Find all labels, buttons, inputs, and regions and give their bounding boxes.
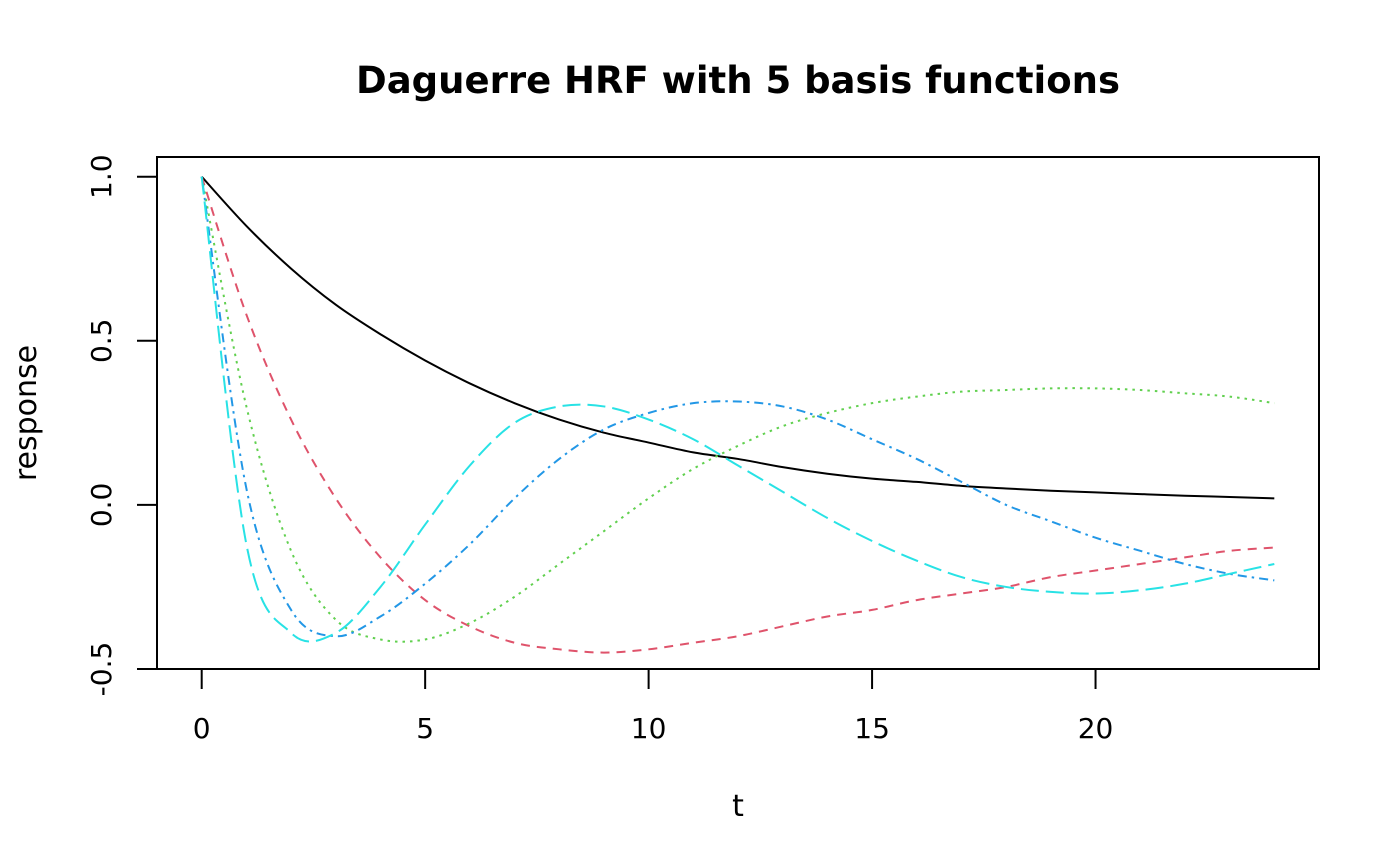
x-axis-label: t bbox=[732, 789, 744, 824]
series-2-line bbox=[200, 176, 1275, 654]
x-tick-label: 0 bbox=[193, 712, 211, 745]
x-tick-label: 20 bbox=[1078, 712, 1114, 745]
chart-title: Daguerre HRF with 5 basis functions bbox=[356, 59, 1120, 102]
series-4-line bbox=[200, 176, 1275, 638]
series-5-line bbox=[200, 176, 1275, 643]
y-tick-label: 1.0 bbox=[85, 154, 118, 199]
y-axis-label: response bbox=[9, 345, 44, 481]
series-1-line bbox=[200, 176, 1275, 500]
y-tick-label: -0.5 bbox=[85, 642, 118, 697]
x-tick-label: 15 bbox=[854, 712, 890, 745]
x-tick-label: 5 bbox=[416, 712, 434, 745]
x-tick-label: 10 bbox=[631, 712, 667, 745]
series-3-line bbox=[200, 176, 1275, 643]
y-tick-label: 0.5 bbox=[85, 319, 118, 364]
series-layer bbox=[200, 176, 1275, 654]
x-axis: 0 5 10 15 20 bbox=[193, 668, 1114, 745]
y-tick-label: 0.0 bbox=[85, 483, 118, 528]
plot-area-frame bbox=[156, 156, 1320, 670]
y-axis: -0.5 0.0 0.5 1.0 bbox=[85, 154, 158, 697]
